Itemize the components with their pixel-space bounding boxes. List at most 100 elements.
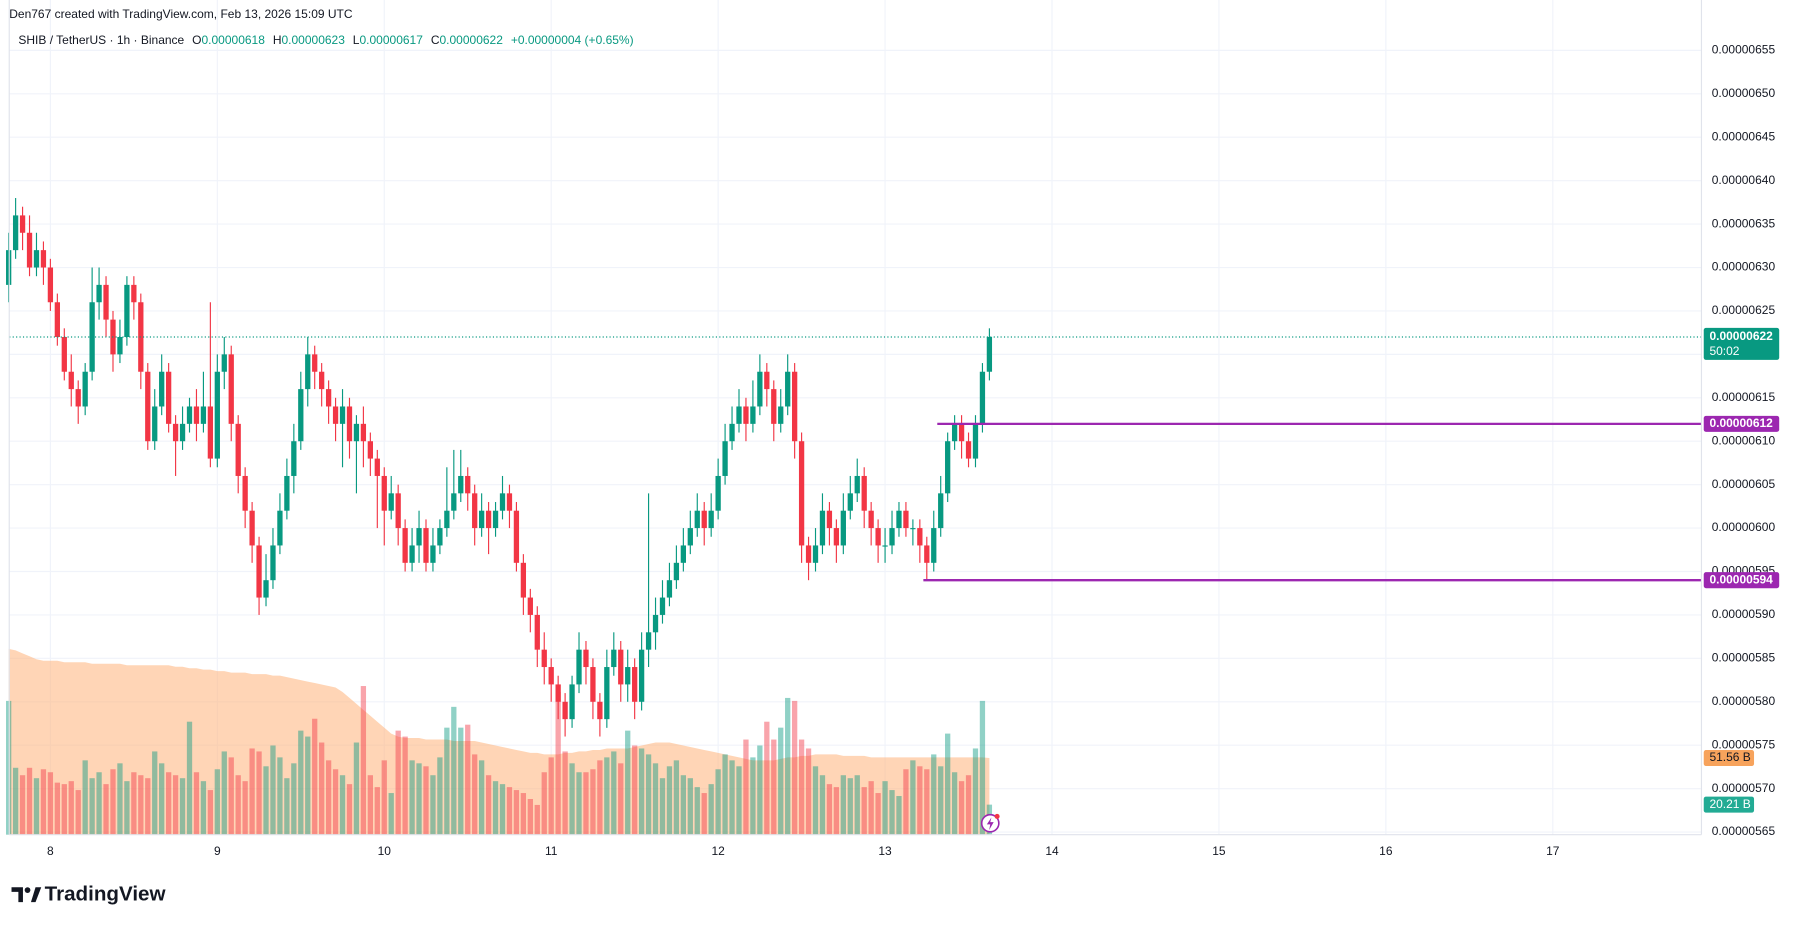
volume-bar	[833, 787, 840, 835]
candle-body	[298, 389, 304, 442]
volume-bar	[346, 784, 353, 835]
candle-body	[40, 250, 47, 268]
volume-bar	[437, 757, 443, 835]
x-tick-label: 13	[878, 844, 892, 858]
candle-body	[645, 632, 652, 650]
volume-bar	[207, 790, 214, 835]
volume-bar	[611, 751, 617, 835]
candle-body	[576, 649, 582, 685]
candle-body	[854, 475, 860, 494]
volume-bar	[325, 760, 332, 835]
volume-bar	[374, 787, 380, 835]
candle-body	[291, 441, 297, 476]
volume-bar	[847, 778, 853, 835]
volume-bar	[40, 769, 47, 835]
volume-bar	[798, 739, 805, 835]
legend-value: 0.00000617	[360, 33, 424, 47]
volume-bar	[771, 739, 777, 835]
candle-body	[604, 667, 610, 720]
candle-body	[583, 649, 589, 668]
y-tick-label: 0.00000655	[1712, 43, 1776, 57]
volume-bar	[381, 760, 387, 835]
x-tick-label: 10	[378, 844, 392, 858]
volume-bar	[152, 751, 158, 835]
volume-bar	[12, 767, 19, 835]
y-tick-label: 0.00000635	[1712, 216, 1776, 230]
volume-bar	[805, 748, 812, 835]
candle-body	[68, 371, 74, 390]
volume-bar	[722, 754, 728, 835]
volume-bar	[19, 775, 26, 835]
y-tick-label: 0.00000600	[1712, 520, 1776, 534]
candle-body	[485, 510, 492, 529]
volume-bar	[89, 778, 95, 835]
volume-bar	[228, 757, 234, 835]
volume-bar	[638, 748, 645, 835]
volume-bar	[604, 757, 610, 835]
candle-body	[395, 493, 401, 529]
candle-body	[771, 389, 777, 424]
volume-bar	[423, 766, 429, 835]
candle-body	[472, 493, 478, 529]
volume-bar	[221, 751, 227, 835]
y-tick-label: 0.00000640	[1712, 173, 1776, 187]
volume-bar	[339, 775, 346, 835]
volume-bar	[757, 745, 763, 835]
candle-body	[861, 475, 867, 511]
candle-body	[103, 284, 109, 320]
volume-bar	[736, 766, 742, 835]
candle-body	[896, 510, 902, 529]
candle-body	[868, 510, 874, 529]
volume-bar	[562, 751, 568, 835]
volume-bar	[819, 775, 826, 835]
volume-bar	[277, 757, 283, 835]
legend-label: O	[192, 33, 201, 47]
level-label: 0.00000612	[1709, 416, 1773, 430]
y-tick-label: 0.00000570	[1712, 781, 1776, 795]
volume-bar	[576, 772, 582, 835]
volume-bar	[527, 798, 533, 835]
candle-body	[569, 684, 575, 720]
candle-body	[152, 406, 158, 442]
volume-bar	[68, 781, 74, 835]
legend-label: C	[431, 33, 440, 47]
candle-body	[931, 528, 937, 563]
candle-body	[785, 371, 791, 407]
candle-body	[360, 423, 367, 442]
candle-body	[819, 510, 826, 546]
y-tick-label: 0.00000580	[1712, 694, 1776, 708]
candle-body	[444, 510, 450, 529]
candle-body	[875, 528, 881, 546]
volume-label: 20.21 B	[1709, 797, 1750, 811]
volume-ma-area	[8, 648, 990, 835]
volume-bar	[972, 748, 979, 835]
candle-body	[26, 232, 33, 268]
volume-bar	[256, 751, 262, 835]
candle-body	[235, 423, 241, 476]
candle-body	[423, 528, 429, 563]
candle-body	[833, 528, 840, 546]
volume-bar	[235, 775, 241, 835]
volume-bar	[861, 787, 867, 835]
volume-bar	[465, 724, 471, 835]
candle-body	[117, 336, 123, 355]
candle-body	[847, 493, 853, 511]
volume-bar	[764, 721, 770, 835]
current-price-box	[1703, 327, 1780, 360]
candle-body	[632, 667, 638, 702]
candle-body	[972, 423, 979, 459]
volume-bar	[541, 772, 547, 835]
volume-bar	[242, 781, 248, 835]
volume-bar	[75, 790, 81, 835]
candle-body	[465, 475, 471, 494]
current-price-label: 0.00000622	[1709, 329, 1773, 343]
countdown-label: 50:02	[1709, 344, 1739, 358]
volume-bar	[903, 769, 909, 835]
volume-bar	[165, 772, 172, 835]
candle-body	[388, 493, 394, 511]
volume-bar	[715, 769, 721, 835]
candle-body	[805, 545, 812, 563]
candle-body	[186, 406, 193, 424]
